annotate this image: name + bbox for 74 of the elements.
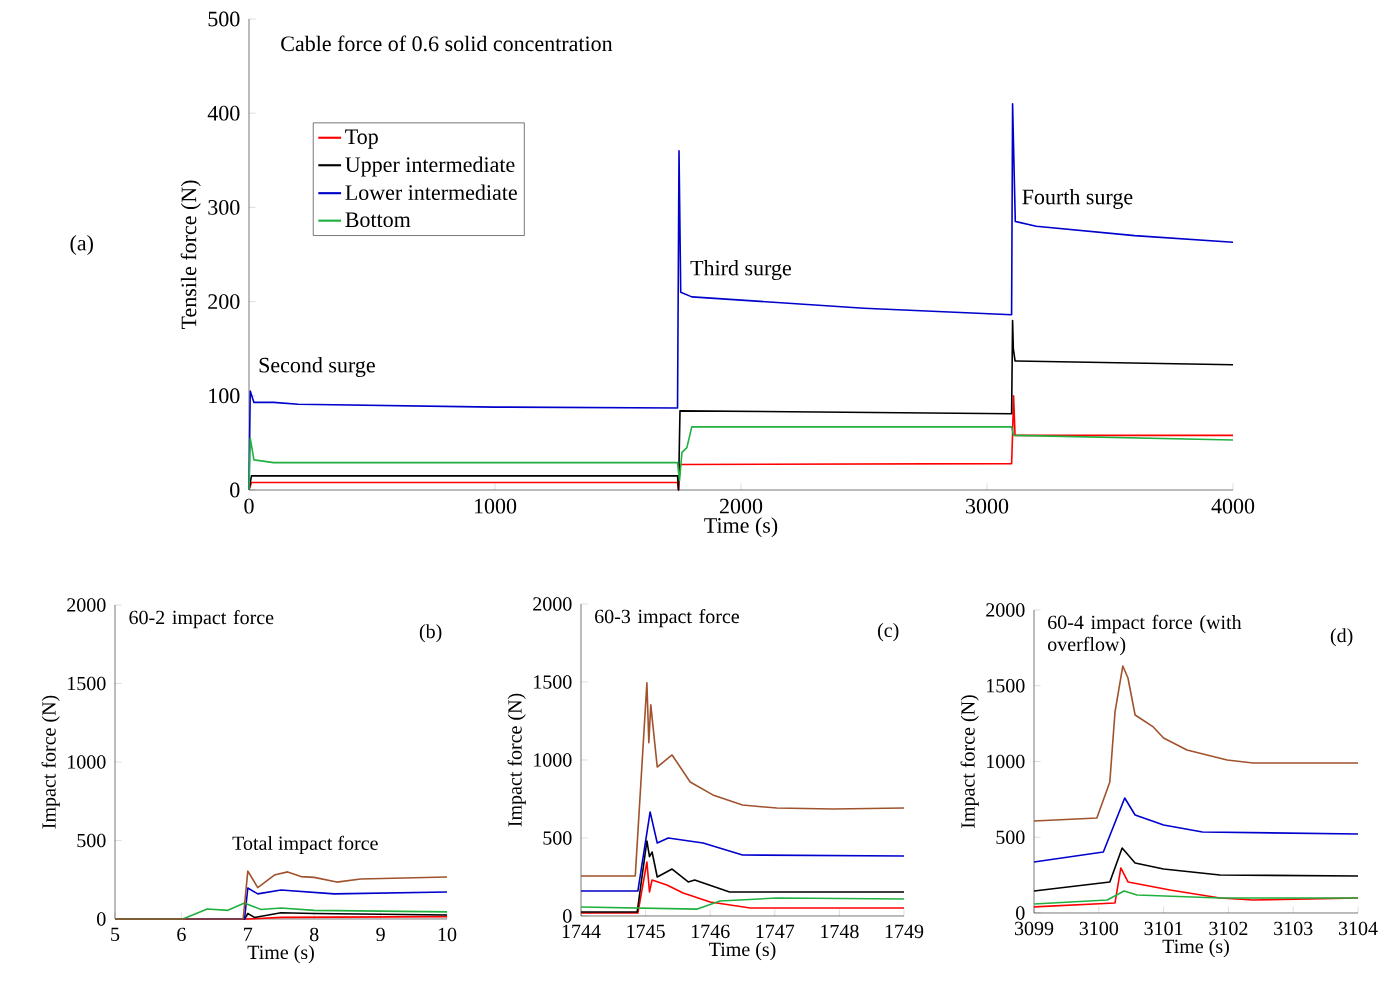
legend-label: Bottom	[345, 212, 411, 228]
y-tick-label: 0	[1016, 906, 1025, 920]
x-tick-label: 3099	[1014, 921, 1054, 936]
y-tick-label: 500	[996, 830, 1025, 844]
y-tick-label: 100	[209, 388, 240, 404]
x-tick-label: 1000	[474, 498, 517, 514]
x-tick-label: 1745	[627, 924, 665, 939]
y-axis-title: Impact force (N)	[41, 695, 60, 829]
y-tick-label: 2000	[533, 597, 572, 611]
x-tick-label: 3103	[1274, 921, 1313, 936]
x-tick-label: 3100	[1079, 921, 1119, 936]
x-tick-label: 6	[177, 927, 186, 942]
y-tick-label: 1000	[68, 755, 106, 769]
x-axis-title: Time (s)	[704, 517, 778, 538]
annotation: Third surge	[690, 260, 791, 281]
y-axis-title: Tensile force (N)	[180, 180, 201, 330]
x-tick-label: 3102	[1209, 921, 1248, 936]
x-tick-label: 7	[244, 927, 253, 941]
y-tick-label: 0	[563, 909, 572, 923]
y-tick-label: 500	[208, 11, 240, 27]
annotation: (d)	[1330, 628, 1353, 647]
x-tick-label: 10	[438, 927, 457, 942]
line-series	[580, 682, 905, 877]
x-tick-label: 8	[309, 927, 319, 942]
y-tick-label: 1000	[987, 754, 1025, 769]
y-tick-label: 0	[230, 482, 240, 498]
annotation: Fourth surge	[1022, 188, 1133, 209]
y-axis-title: Impact force (N)	[507, 693, 526, 827]
text: Cable force of 0.6 solid concentration	[281, 35, 613, 52]
y-tick-label: 2000	[67, 598, 106, 612]
legend-label: Upper intermediate	[345, 156, 515, 177]
x-tick-label: 1746	[691, 924, 730, 939]
x-axis-title: Time (s)	[709, 942, 776, 961]
legend-label: Top	[345, 129, 378, 149]
x-tick-label: 1749	[885, 924, 924, 939]
y-axis-title: Impact force (N)	[960, 695, 979, 828]
x-tick-label: 3104	[1338, 921, 1378, 936]
line-series	[1033, 797, 1359, 863]
chart-title: 60-2 impact force	[129, 609, 274, 629]
y-tick-label: 300	[208, 199, 240, 215]
x-tick-label: 1748	[821, 924, 859, 939]
x-tick-label: 1747	[756, 924, 795, 938]
text: (a)	[70, 235, 93, 256]
annotation: Total impact force	[232, 835, 378, 855]
y-tick-label: 500	[77, 833, 106, 848]
annotation: (b)	[419, 624, 442, 643]
annotation: (c)	[877, 623, 899, 642]
legend-label: Lower intermediate	[345, 184, 517, 201]
y-tick-label: 200	[208, 294, 240, 309]
x-tick-label: 4000	[1211, 498, 1255, 514]
line-series	[1033, 665, 1359, 822]
x-tick-label: 1744	[562, 924, 601, 938]
text: 60-4 impact force (with overflow)	[1047, 614, 1242, 656]
annotation: Second surge	[259, 357, 375, 378]
y-tick-label: 1500	[987, 678, 1025, 693]
y-tick-label: 1000	[534, 753, 572, 767]
x-tick-label: 3000	[966, 498, 1009, 514]
x-tick-label: 0	[244, 498, 254, 514]
y-tick-label: 2000	[986, 603, 1025, 617]
line-series	[580, 811, 905, 892]
x-tick-label: 2000	[719, 498, 763, 514]
x-tick-label: 3101	[1144, 921, 1183, 936]
y-tick-label: 0	[97, 912, 106, 926]
y-tick-label: 500	[543, 831, 572, 845]
line-series	[580, 897, 905, 910]
y-tick-label: 1500	[68, 676, 106, 691]
chart-title: 60-3 impact force	[595, 608, 739, 628]
x-tick-label: 5	[111, 927, 120, 941]
y-tick-label: 1500	[534, 675, 572, 689]
line-series	[1033, 890, 1359, 905]
y-tick-label: 400	[207, 105, 240, 121]
x-tick-label: 9	[376, 927, 385, 942]
x-axis-title: Time (s)	[247, 945, 314, 964]
x-axis-title: Time (s)	[1162, 939, 1229, 958]
